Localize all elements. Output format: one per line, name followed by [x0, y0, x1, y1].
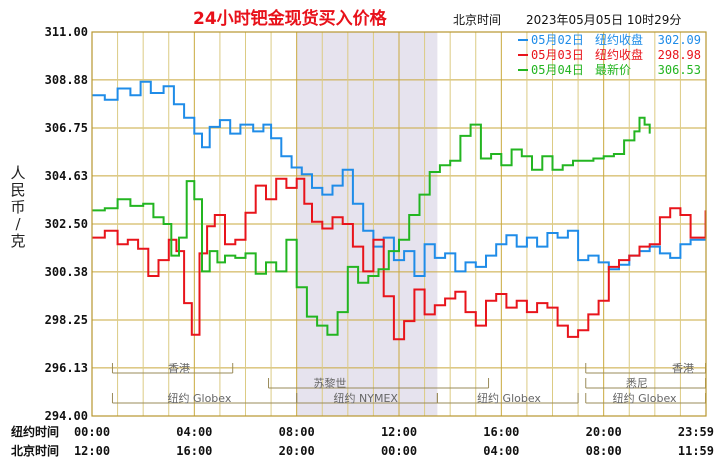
session-label: 纽约 Globex	[613, 391, 677, 405]
legend-value: 306.53	[658, 63, 701, 77]
session-label: 香港	[168, 362, 190, 375]
legend-label: 纽约收盘	[595, 47, 643, 62]
x-tick-label-row2: 11:59	[678, 444, 714, 458]
chart-title: 24小时钯金现货买入价格	[193, 8, 388, 29]
y-tick-label: 298.25	[45, 313, 88, 327]
y-axis-label-char: 民	[10, 181, 25, 199]
y-axis-label-char: /	[15, 215, 21, 233]
legend-value: 298.98	[658, 48, 701, 62]
y-tick-label: 296.13	[45, 361, 88, 375]
x-tick-label-row2: 08:00	[586, 444, 622, 458]
y-axis-label-char: 克	[10, 232, 25, 250]
x-tick-label-row1: 08:00	[279, 425, 315, 439]
session-label: 纽约 Globex	[168, 391, 232, 405]
x-tick-label-row1: 23:59	[678, 425, 714, 439]
y-tick-label: 304.63	[45, 169, 88, 183]
x-tick-label-row1: 00:00	[74, 425, 110, 439]
x-tick-label-row2: 16:00	[176, 444, 212, 458]
x-tick-label-row2: 20:00	[279, 444, 315, 458]
x-tick-label-row1: 04:00	[176, 425, 212, 439]
x-row2-label: 北京时间	[11, 443, 59, 458]
x-tick-label-row2: 04:00	[483, 444, 519, 458]
x-tick-label-row2: 12:00	[74, 444, 110, 458]
x-tick-label-row2: 00:00	[381, 444, 417, 458]
gridlines	[92, 31, 706, 417]
session-label: 苏黎世	[313, 376, 346, 390]
y-tick-label: 308.88	[45, 73, 88, 87]
y-tick-label: 306.75	[45, 121, 88, 135]
series-line	[92, 116, 651, 336]
legend-series-name: 05月03日	[531, 48, 584, 62]
y-tick-label: 300.38	[45, 265, 88, 279]
y-tick-label: 311.00	[45, 25, 88, 39]
x-tick-label-row1: 16:00	[483, 425, 519, 439]
session-label: 纽约 Globex	[477, 391, 541, 405]
series-line	[92, 177, 707, 341]
plot-frame	[91, 31, 707, 417]
y-tick-label: 302.50	[45, 217, 88, 231]
y-axis-ticks: 311.00 308.88 306.75 304.63 302.50 300.38 298.…	[45, 25, 88, 423]
legend-label: 纽约收盘	[595, 32, 643, 47]
session-label: 香港	[672, 362, 694, 375]
legend-series-name: 05月02日	[531, 33, 584, 47]
chart-timestamp: 2023年05月05日 10时29分	[526, 13, 681, 27]
session-label: 悉尼	[626, 377, 648, 390]
y-axis-label-char: 币	[10, 198, 25, 216]
legend: 05月02日 纽约收盘 302.09 05月03日 纽约收盘 298.98 05月04日 最新…	[518, 32, 701, 77]
series-line	[92, 80, 706, 277]
timezone-label: 北京时间	[453, 13, 501, 27]
legend-label: 最新价	[595, 62, 631, 77]
y-axis-label: 人民币/克	[10, 164, 25, 250]
session-label: 纽约 NYMEX	[334, 391, 399, 405]
y-axis-label-char: 人	[10, 164, 25, 182]
x-tick-label-row1: 12:00	[381, 425, 417, 439]
series-lines	[92, 80, 707, 341]
y-tick-label: 294.00	[45, 409, 88, 423]
legend-value: 302.09	[658, 33, 701, 47]
x-tick-label-row1: 20:00	[586, 425, 622, 439]
legend-series-name: 05月04日	[531, 63, 584, 77]
x-row1-label: 纽约时间	[11, 424, 59, 439]
